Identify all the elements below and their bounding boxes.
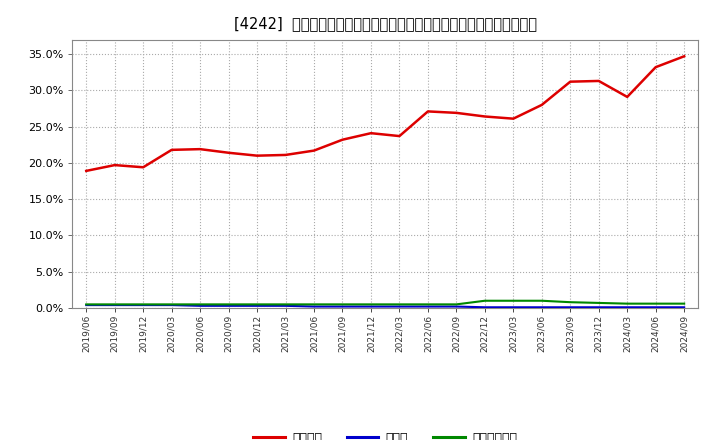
Title: [4242]  自己資本、のれん、繰延税金資産の総資産に対する比率の推移: [4242] 自己資本、のれん、繰延税金資産の総資産に対する比率の推移 [234,16,536,32]
Legend: 自己資本, のれん, 繰延税金資産: 自己資本, のれん, 繰延税金資産 [248,427,522,440]
